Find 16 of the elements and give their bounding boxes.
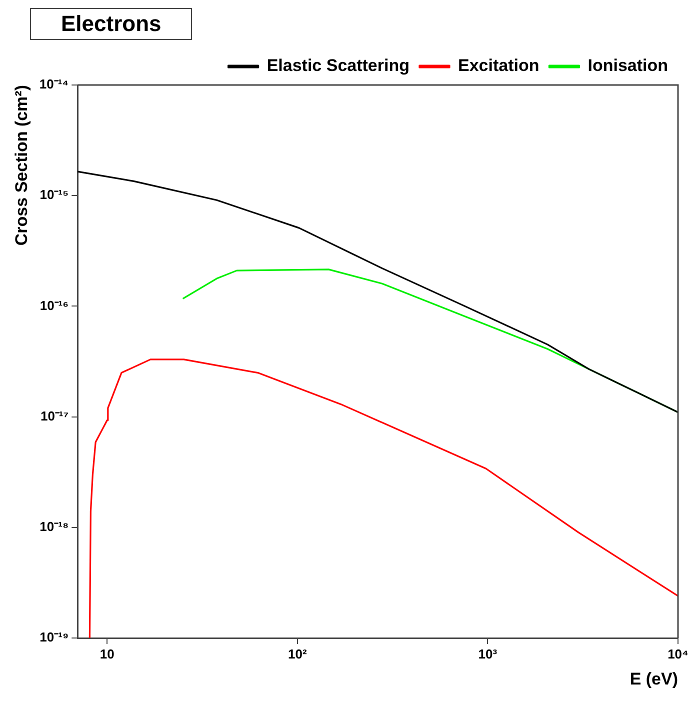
y-tick-label: 10⁻¹⁶ — [40, 298, 69, 313]
x-tick-label: 10⁴ — [668, 646, 688, 662]
legend-label: Excitation — [458, 56, 540, 76]
y-tick-label: 10⁻¹⁸ — [40, 518, 69, 534]
y-axis-title: Cross Section (cm²) — [12, 85, 31, 246]
y-tick-label: 10⁻¹⁷ — [40, 408, 69, 424]
x-tick-label: 10 — [100, 646, 114, 662]
x-tick-label: 10² — [288, 646, 308, 662]
y-tick-label: 10⁻¹⁵ — [40, 187, 69, 202]
y-tick-label: 10⁻¹⁴ — [39, 76, 69, 92]
chart-title: Electrons — [30, 8, 192, 40]
x-axis-title: E (eV) — [630, 669, 678, 688]
y-tick-label: 10⁻¹⁹ — [40, 630, 69, 645]
legend-label: Ionisation — [588, 56, 668, 76]
legend-label: Elastic Scattering — [266, 56, 410, 76]
x-tick-label: 10³ — [478, 646, 498, 662]
